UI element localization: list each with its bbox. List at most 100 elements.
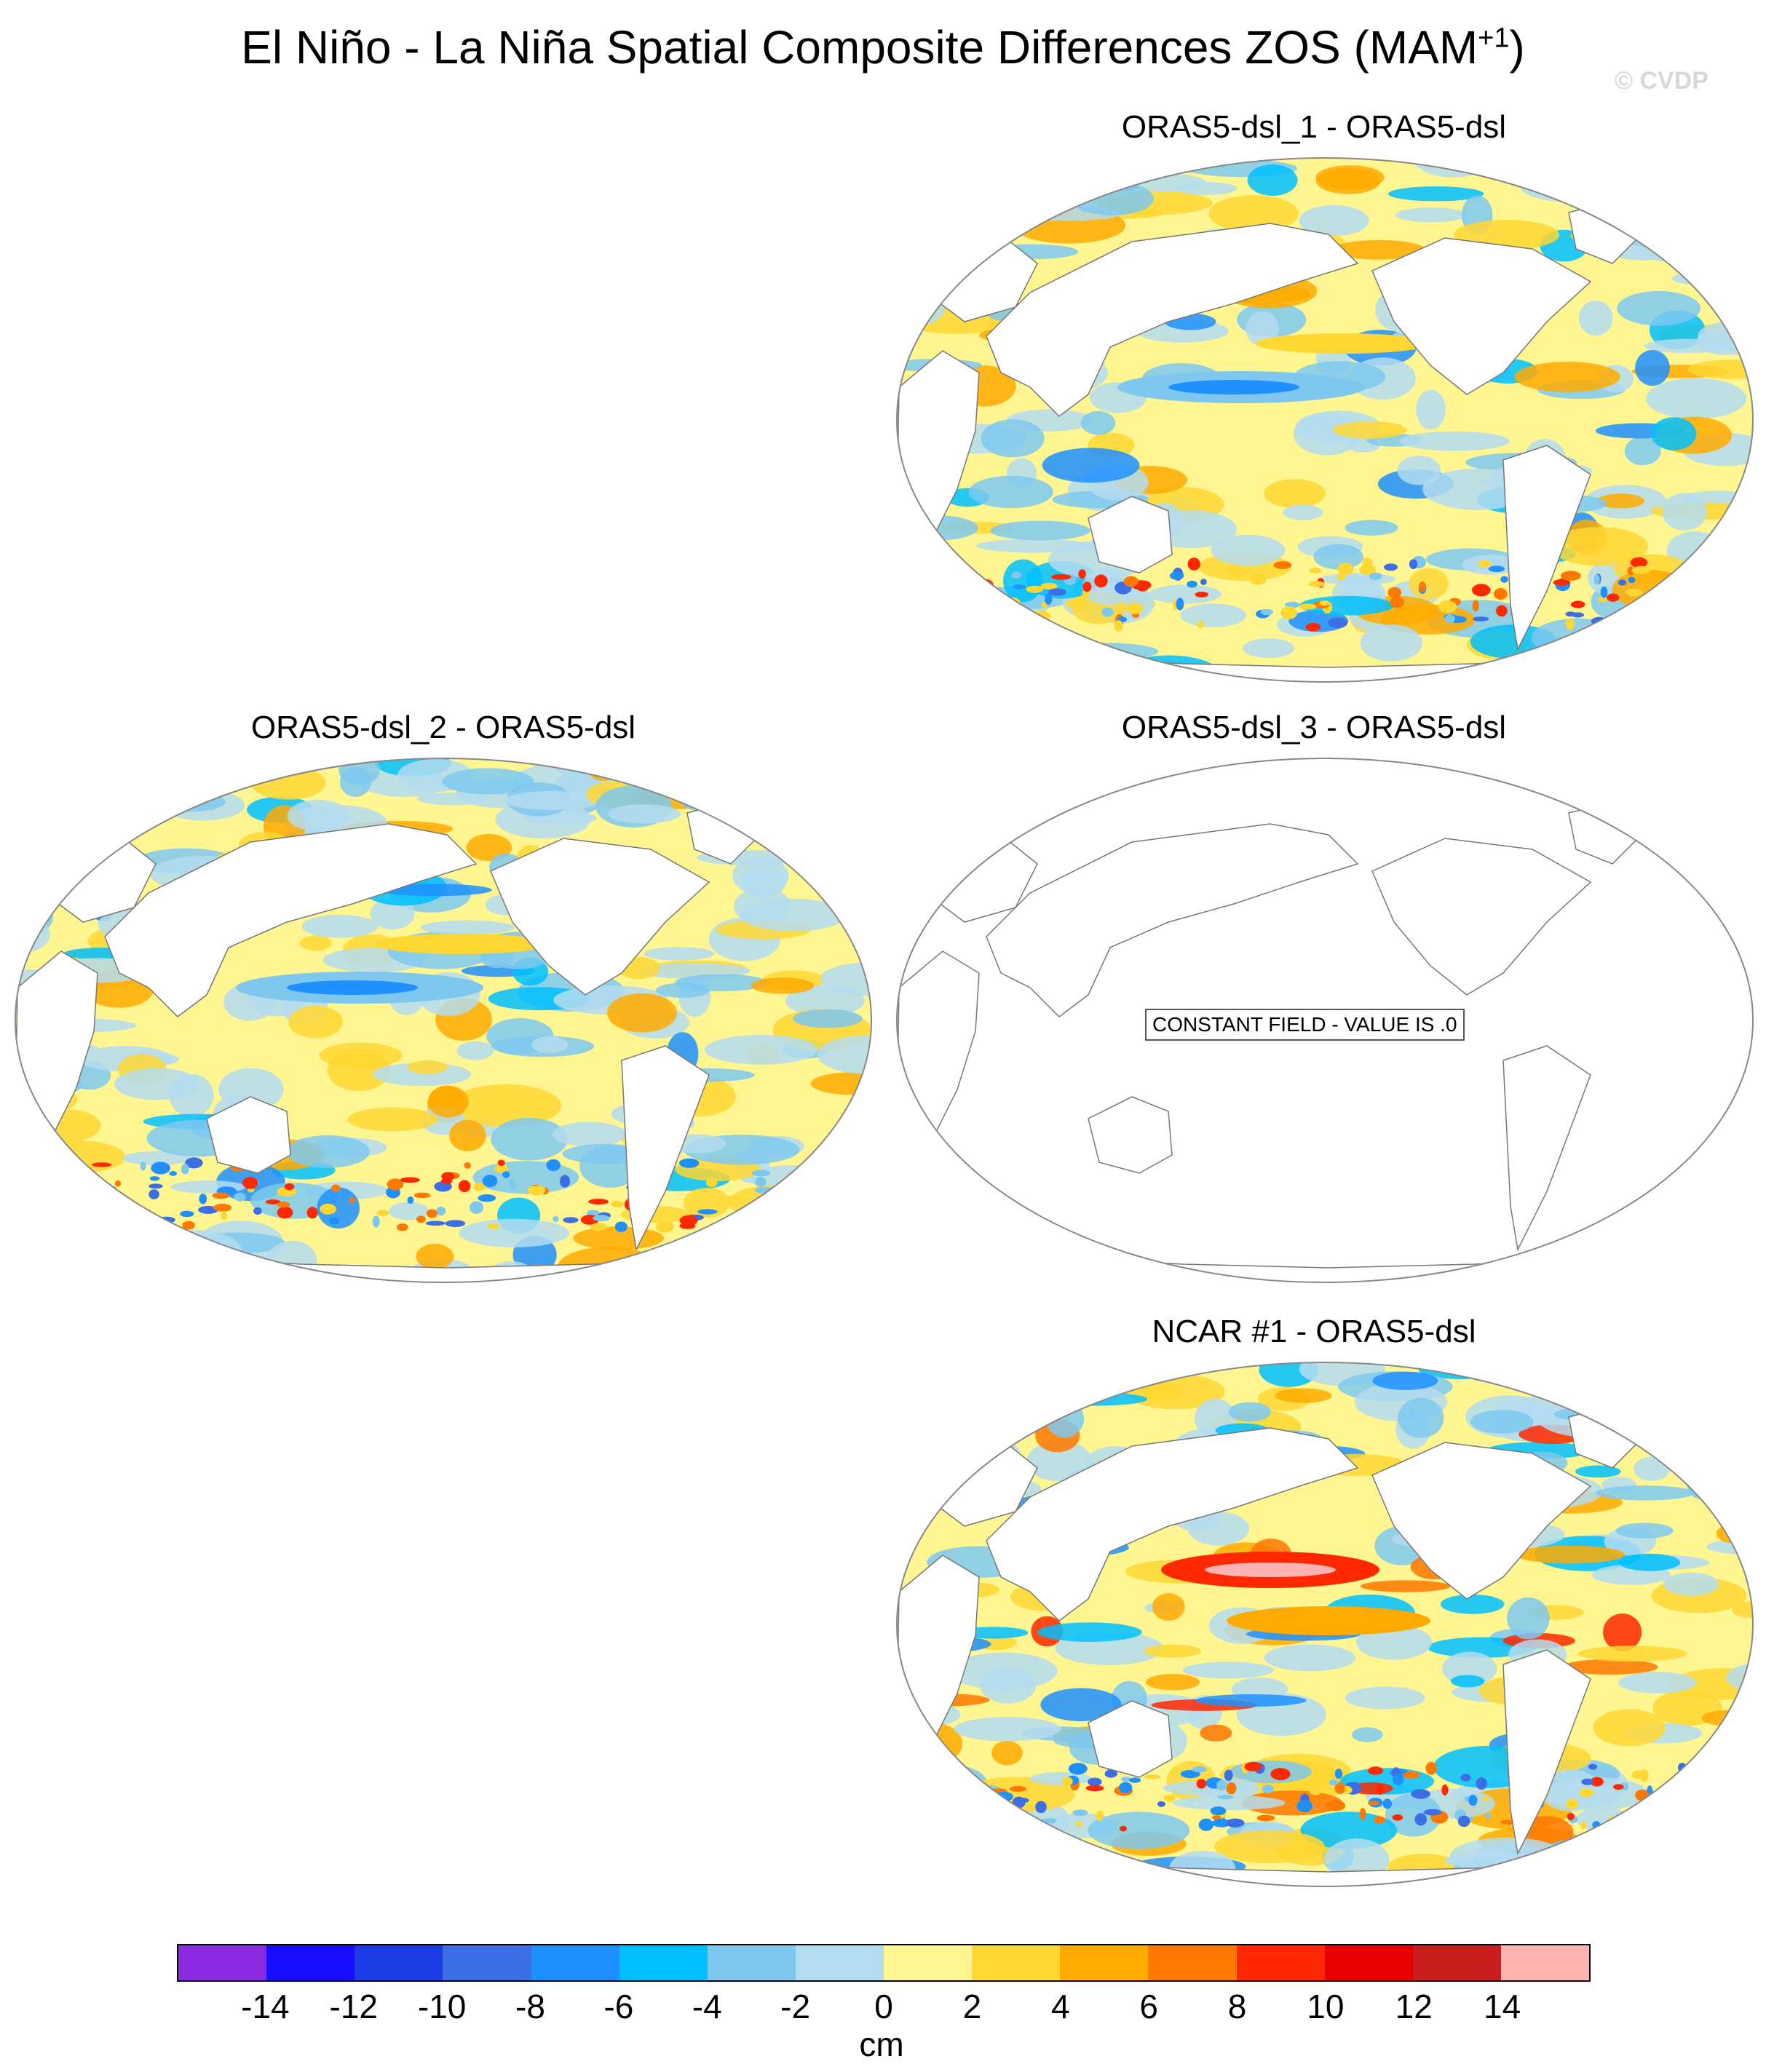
field-patch bbox=[449, 1084, 561, 1127]
field-patch bbox=[1131, 613, 1140, 618]
field-patch bbox=[1051, 573, 1072, 580]
field-patch bbox=[946, 1791, 965, 1796]
field-patch bbox=[914, 571, 927, 581]
field-patch bbox=[1730, 1793, 1746, 1803]
field-patch bbox=[1711, 1782, 1731, 1787]
field-patch bbox=[1650, 655, 1712, 682]
field-patch bbox=[940, 1362, 1005, 1372]
field-patch bbox=[1562, 1659, 1658, 1675]
field-patch bbox=[897, 1810, 949, 1843]
field-patch bbox=[1119, 1825, 1127, 1832]
field-patch bbox=[892, 1817, 896, 1830]
field-patch bbox=[957, 158, 1071, 197]
field-patch bbox=[1476, 1777, 1487, 1790]
field-patch bbox=[901, 1763, 988, 1803]
field-patch bbox=[751, 977, 815, 994]
field-patch bbox=[299, 935, 332, 951]
field-patch bbox=[15, 853, 68, 884]
field-patch bbox=[458, 1180, 471, 1193]
field-patch bbox=[1627, 566, 1634, 576]
field-patch bbox=[1037, 1622, 1142, 1642]
field-patch bbox=[1213, 1830, 1325, 1863]
north-america-landmass bbox=[1371, 1442, 1592, 1600]
field-patch bbox=[1425, 1761, 1437, 1775]
field-patch bbox=[908, 1456, 959, 1485]
field-patch bbox=[28, 1188, 40, 1194]
field-patch bbox=[1701, 1710, 1751, 1726]
australia-landmass bbox=[206, 1096, 291, 1174]
field-patch bbox=[15, 1220, 20, 1232]
field-patch bbox=[772, 803, 815, 847]
colorbar-tick-label: 4 bbox=[1050, 1988, 1070, 2025]
field-patch bbox=[1496, 605, 1508, 617]
field-patch bbox=[991, 1822, 1002, 1828]
field-patch bbox=[983, 619, 992, 631]
field-patch bbox=[1015, 1817, 1032, 1825]
field-patch bbox=[1684, 1862, 1738, 1886]
field-patch bbox=[821, 1211, 830, 1222]
field-patch bbox=[1315, 168, 1381, 194]
field-patch bbox=[755, 1177, 767, 1187]
colorbar-segment bbox=[178, 1945, 267, 1980]
field-patch bbox=[1561, 571, 1581, 581]
field-patch bbox=[780, 1243, 826, 1272]
field-patch bbox=[1319, 573, 1396, 585]
field-patch bbox=[644, 947, 715, 961]
field-patch bbox=[1182, 1662, 1274, 1679]
field-patch bbox=[1676, 1447, 1747, 1490]
field-patch bbox=[1078, 569, 1086, 579]
field-patch bbox=[1600, 586, 1608, 598]
field-patch bbox=[1345, 1686, 1425, 1710]
field-patch bbox=[1399, 431, 1510, 451]
panel-1-title: ORAS5-dsl_1 - ORAS5-dsl bbox=[1121, 109, 1507, 145]
field-patch bbox=[123, 1213, 140, 1225]
field-patch bbox=[835, 1220, 849, 1231]
colorbar-tick-label: 12 bbox=[1395, 1988, 1433, 2025]
field-patch bbox=[1488, 565, 1505, 573]
field-patch bbox=[897, 1458, 974, 1489]
field-patch bbox=[759, 1202, 772, 1214]
field-patch bbox=[1666, 1858, 1743, 1883]
field-patch bbox=[494, 1164, 508, 1173]
field-patch bbox=[1521, 171, 1636, 203]
field-patch bbox=[1129, 1777, 1141, 1783]
field-patch bbox=[973, 1829, 1003, 1861]
panel-4-map bbox=[892, 1362, 1754, 1887]
field-patch bbox=[1259, 1362, 1319, 1387]
field-patch bbox=[1717, 1785, 1752, 1819]
panel-4-title: NCAR #1 - ORAS5-dsl bbox=[1152, 1314, 1476, 1349]
field-patch bbox=[906, 1388, 952, 1421]
field-patch bbox=[1688, 614, 1700, 624]
field-patch bbox=[265, 1199, 281, 1204]
colorbar-segment bbox=[619, 1945, 708, 1980]
field-patch bbox=[1309, 568, 1322, 573]
field-patch bbox=[679, 1215, 698, 1226]
field-patch bbox=[897, 1862, 939, 1886]
constant-field-label: CONSTANT FIELD - VALUE IS .0 bbox=[1145, 1009, 1465, 1041]
field-patch bbox=[1683, 1857, 1753, 1886]
field-patch bbox=[1360, 1580, 1451, 1592]
colorbar-segment bbox=[1060, 1945, 1149, 1980]
field-patch bbox=[1196, 1779, 1207, 1789]
field-patch bbox=[1628, 576, 1636, 584]
field-patch bbox=[1710, 1813, 1729, 1823]
field-patch bbox=[1374, 1816, 1386, 1824]
field-patch bbox=[848, 1175, 863, 1186]
field-patch bbox=[1746, 1822, 1753, 1835]
field-patch bbox=[949, 1652, 1058, 1690]
field-patch bbox=[1684, 1449, 1753, 1485]
field-patch bbox=[903, 581, 915, 593]
field-patch bbox=[169, 1171, 177, 1176]
field-patch bbox=[1605, 179, 1710, 207]
field-patch bbox=[916, 617, 933, 623]
field-patch bbox=[92, 1186, 106, 1197]
field-patch bbox=[1187, 580, 1197, 588]
field-patch bbox=[716, 1222, 724, 1234]
map-boundary bbox=[896, 758, 1754, 1283]
field-patch bbox=[1390, 596, 1404, 608]
field-patch bbox=[812, 1209, 821, 1215]
field-patch bbox=[748, 1204, 763, 1210]
field-patch bbox=[1337, 563, 1354, 576]
field-patch bbox=[1618, 1553, 1681, 1571]
asia-europe-landmass bbox=[104, 823, 478, 1017]
